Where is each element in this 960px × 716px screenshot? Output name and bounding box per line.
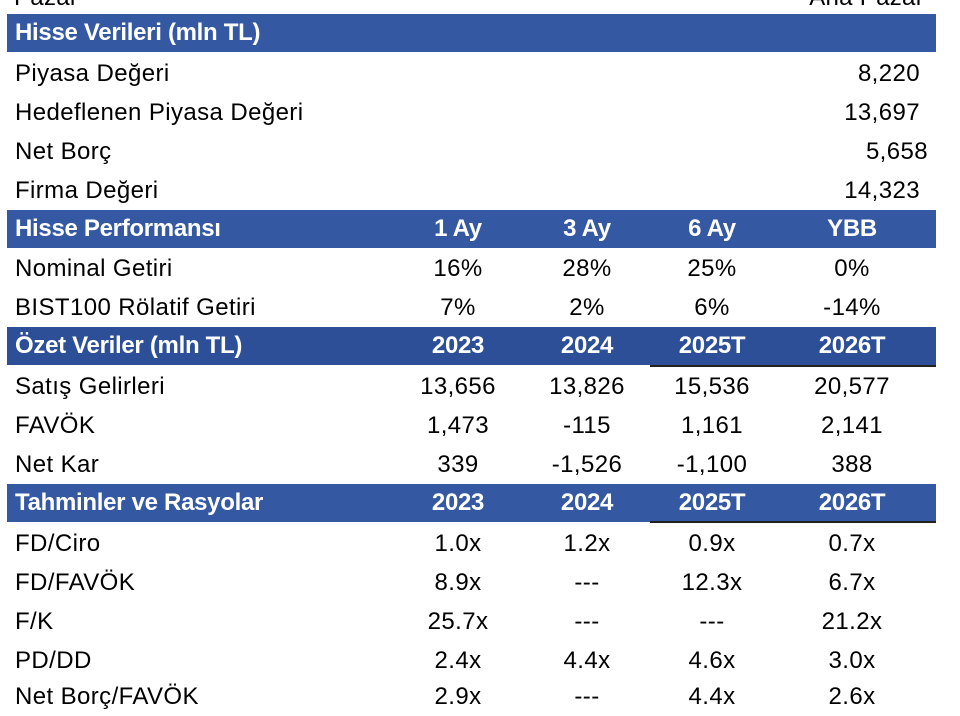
row-label: Firma Değeri xyxy=(15,177,159,204)
cell-value: 0% xyxy=(834,255,870,282)
column-header: 2026T xyxy=(818,332,886,359)
cell-value: 339 xyxy=(437,451,479,478)
cell-value: 20,577 xyxy=(814,373,890,400)
column-header: 2024 xyxy=(560,332,614,359)
cell-value: 1,473 xyxy=(426,412,490,439)
cell-value: 13,656 xyxy=(420,373,496,400)
cell-value: -14% xyxy=(823,294,881,321)
column-header: 2023 xyxy=(431,489,485,516)
table-row: BIST100 Rölatif Getiri 7% 2% 6% -14% xyxy=(7,288,936,327)
row-label: Hedeflenen Piyasa Değeri xyxy=(15,99,304,126)
cell-value: 0.7x xyxy=(828,530,876,557)
cell-value: 6.7x xyxy=(828,569,876,596)
cell-value: 1,161 xyxy=(680,412,744,439)
cell-value: 12.3x xyxy=(681,569,743,596)
row-label: Net Borç xyxy=(15,138,112,165)
cell-value: 3.0x xyxy=(828,647,876,674)
cell-value: 4.4x xyxy=(688,683,736,710)
column-header: 2025T xyxy=(678,332,746,359)
column-header: 2023 xyxy=(431,332,485,359)
column-header: 3 Ay xyxy=(563,215,611,242)
cell-value: 2% xyxy=(569,294,605,321)
cell-value: 0.9x xyxy=(688,530,736,557)
row-label: FD/Ciro xyxy=(15,530,101,557)
row-label: FD/FAVÖK xyxy=(15,569,136,596)
column-header: 6 Ay xyxy=(688,215,736,242)
cell-value: 8.9x xyxy=(434,569,482,596)
row-label: PD/DD xyxy=(15,647,92,674)
section-header-ozet-veriler: Özet Veriler (mln TL) 2023 2024 2025T 20… xyxy=(7,327,936,365)
cell-value: --- xyxy=(574,569,600,596)
table-row: Firma Değeri 14,323 xyxy=(7,171,936,210)
column-header: 1 Ay xyxy=(434,215,482,242)
cell-value: 6% xyxy=(694,294,730,321)
row-label: BIST100 Rölatif Getiri xyxy=(15,294,256,321)
column-header: YBB xyxy=(827,215,877,242)
table-row: FD/Ciro 1.0x 1.2x 0.9x 0.7x xyxy=(7,524,936,563)
header-underline xyxy=(650,365,936,367)
section-title: Özet Veriler (mln TL) xyxy=(15,332,243,359)
cell-value: 25% xyxy=(687,255,737,282)
row-value: 13,697 xyxy=(844,99,920,126)
row-label: Net Kar xyxy=(15,451,100,478)
header-underline xyxy=(650,521,936,523)
table-row: Piyasa Değeri 8,220 xyxy=(7,54,936,93)
cell-value: 4.4x xyxy=(563,647,611,674)
table-row: Net Borç 5,658 xyxy=(7,132,936,171)
row-label: Piyasa Değeri xyxy=(15,60,170,87)
cell-value: --- xyxy=(699,608,725,635)
table-row: Satış Gelirleri 13,656 13,826 15,536 20,… xyxy=(7,367,936,406)
table-row: FD/FAVÖK 8.9x --- 12.3x 6.7x xyxy=(7,563,936,602)
section-title: Hisse Performansı xyxy=(15,215,221,242)
cell-value: 2.4x xyxy=(434,647,482,674)
top-cut-row: Pazar Ana Pazar xyxy=(0,0,940,11)
cell-value: 15,536 xyxy=(674,373,750,400)
market-label: Pazar xyxy=(14,0,78,12)
row-value: 14,323 xyxy=(844,177,920,204)
cell-value: 13,826 xyxy=(549,373,625,400)
section-title: Hisse Verileri (mln TL) xyxy=(15,19,261,46)
table-row: Nominal Getiri 16% 28% 25% 0% xyxy=(7,249,936,288)
row-label: FAVÖK xyxy=(15,412,96,439)
row-label: Satış Gelirleri xyxy=(15,373,166,400)
table-row: PD/DD 2.4x 4.4x 4.6x 3.0x xyxy=(7,641,936,680)
cell-value: 7% xyxy=(440,294,476,321)
market-value: Ana Pazar xyxy=(809,0,924,12)
column-header: 2025T xyxy=(678,489,746,516)
cell-value: 2,141 xyxy=(820,412,884,439)
section-header-hisse-performansi: Hisse Performansı 1 Ay 3 Ay 6 Ay YBB xyxy=(7,210,936,248)
table-row: F/K 25.7x --- --- 21.2x xyxy=(7,602,936,641)
row-label: F/K xyxy=(15,608,54,635)
cell-value: --- xyxy=(574,683,600,710)
section-title: Tahminler ve Rasyolar xyxy=(15,489,264,516)
cell-value: --- xyxy=(574,608,600,635)
cell-value: 28% xyxy=(562,255,612,282)
section-header-hisse-verileri: Hisse Verileri (mln TL) xyxy=(7,14,936,52)
cell-value: 1.2x xyxy=(563,530,611,557)
cell-value: 2.6x xyxy=(828,683,876,710)
cell-value: 2.9x xyxy=(434,683,482,710)
table-row: Net Borç/FAVÖK 2.9x --- 4.4x 2.6x xyxy=(7,677,936,716)
cell-value: 388 xyxy=(831,451,873,478)
column-header: 2024 xyxy=(560,489,614,516)
cell-value: 16% xyxy=(433,255,483,282)
cell-value: 21.2x xyxy=(821,608,883,635)
cell-value: 4.6x xyxy=(688,647,736,674)
row-label: Net Borç/FAVÖK xyxy=(15,683,199,710)
table-row: Hedeflenen Piyasa Değeri 13,697 xyxy=(7,93,936,132)
row-value: 5,658 xyxy=(865,138,928,165)
row-value: 8,220 xyxy=(857,60,920,87)
table-row: FAVÖK 1,473 -115 1,161 2,141 xyxy=(7,406,936,445)
section-header-tahminler: Tahminler ve Rasyolar 2023 2024 2025T 20… xyxy=(7,484,936,522)
row-label: Nominal Getiri xyxy=(15,255,173,282)
table-row: Net Kar 339 -1,526 -1,100 388 xyxy=(7,445,936,484)
cell-value: -1,526 xyxy=(551,451,623,478)
cell-value: 25.7x xyxy=(427,608,489,635)
column-header: 2026T xyxy=(818,489,886,516)
cell-value: -1,100 xyxy=(676,451,748,478)
cell-value: 1.0x xyxy=(434,530,482,557)
cell-value: -115 xyxy=(563,412,611,439)
